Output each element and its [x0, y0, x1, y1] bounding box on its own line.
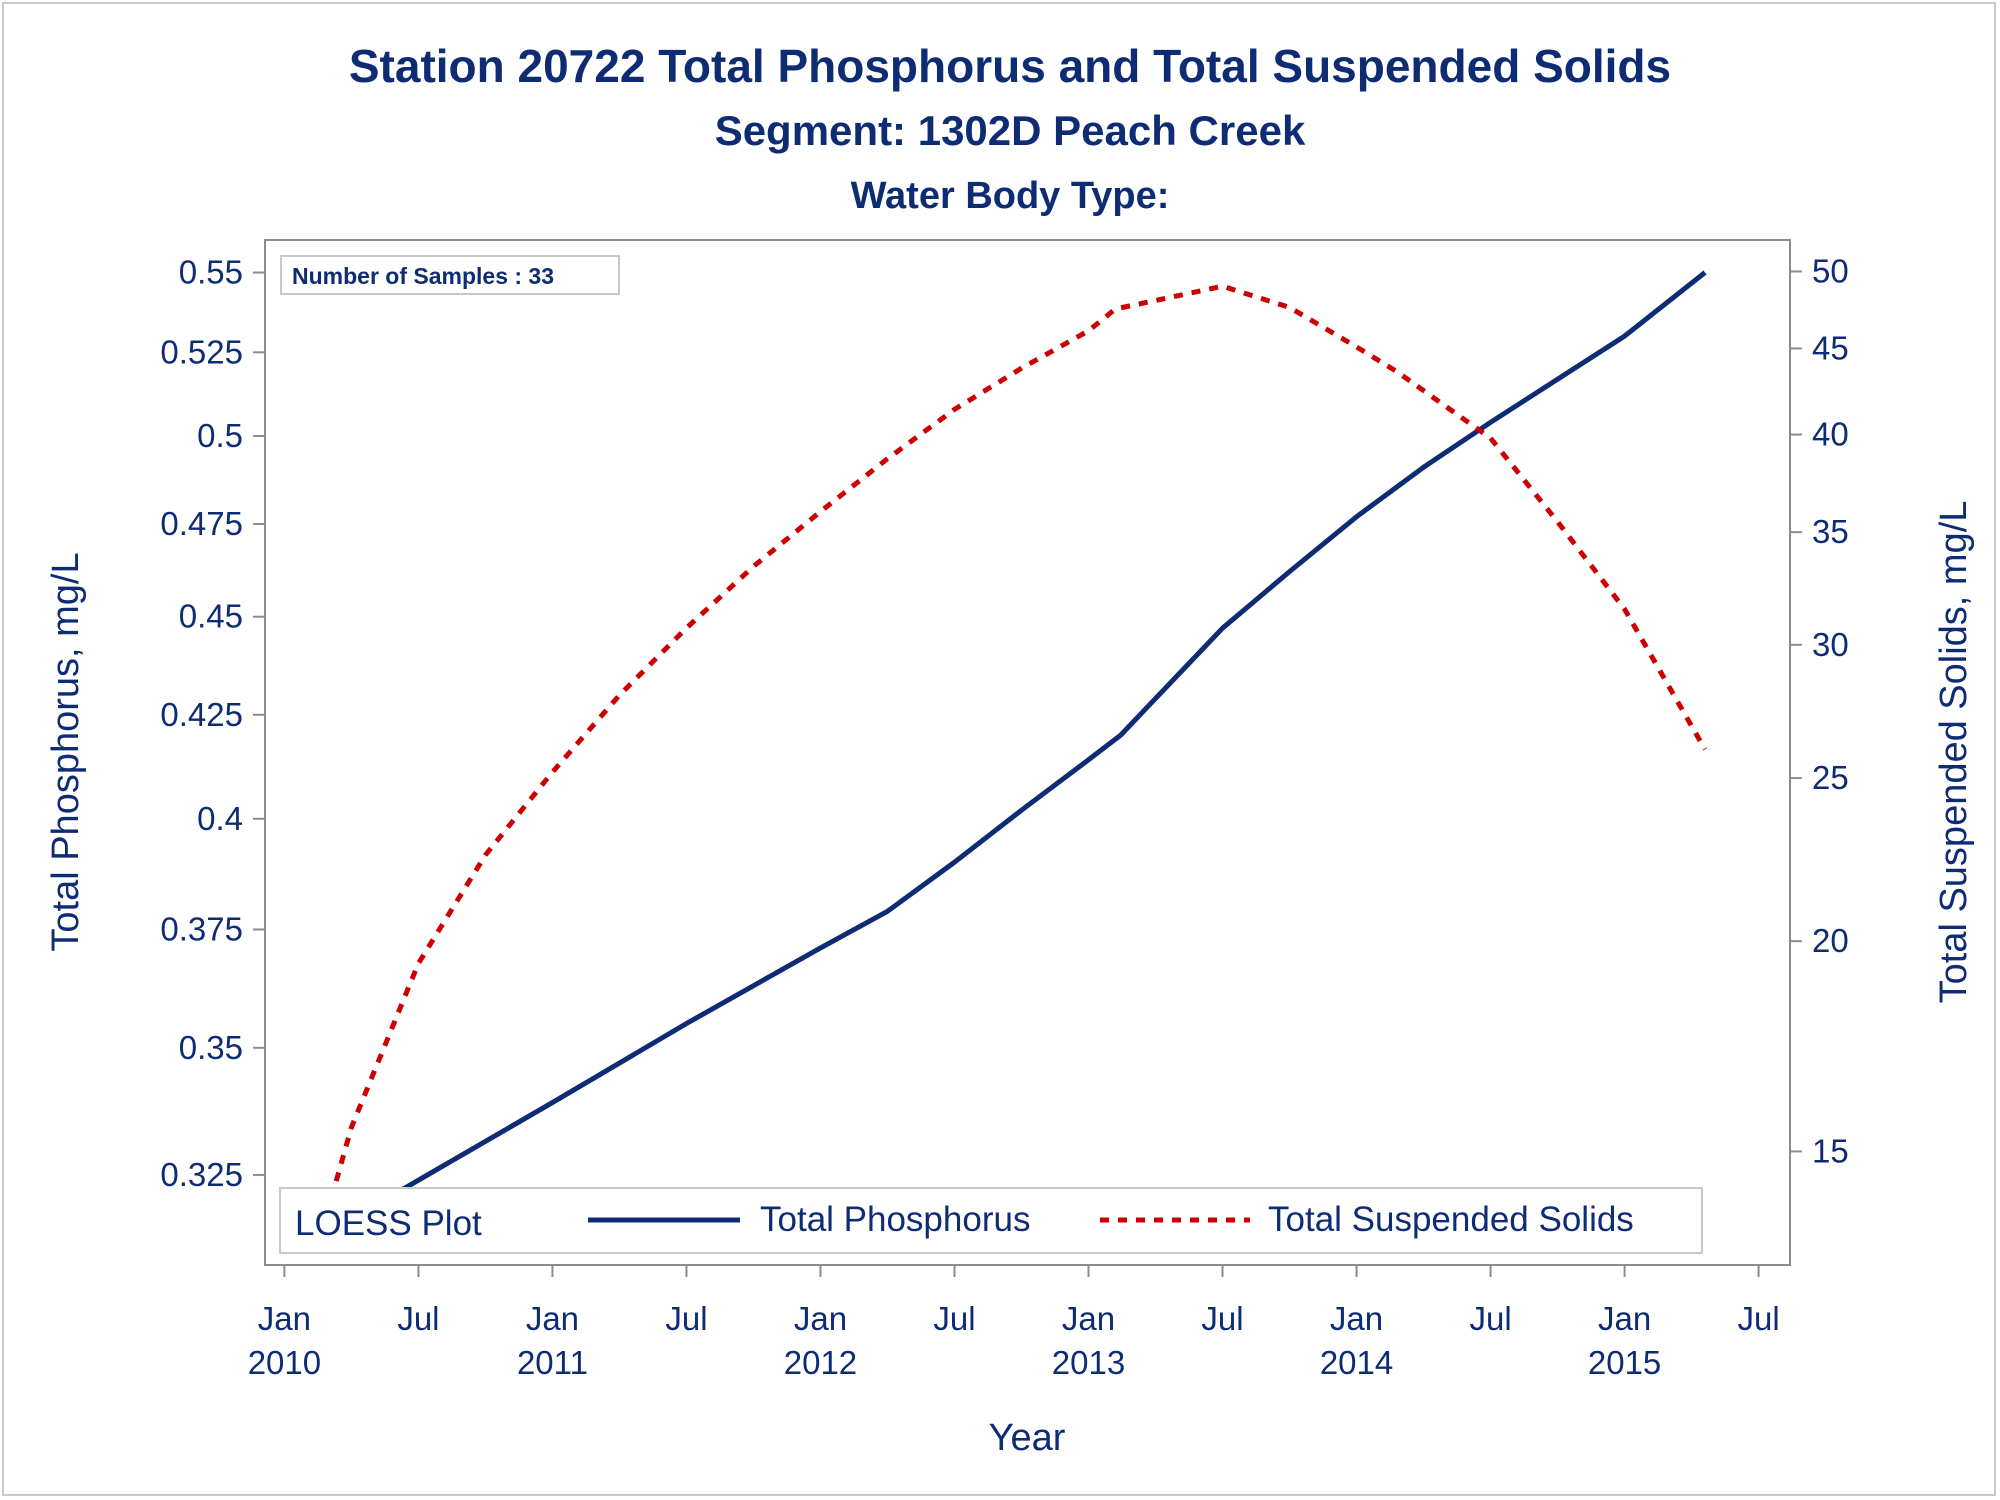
- samples-inset-box: [280, 255, 620, 295]
- y2-tick-label-4: 35: [1812, 513, 1849, 550]
- legend-title: LOESS Plot: [295, 1204, 482, 1243]
- x-tick-label-4: Jan: [794, 1300, 847, 1337]
- series-line-total-phosphorus: [315, 270, 1707, 1242]
- x-tick-year-6: 2013: [1052, 1344, 1125, 1381]
- samples-inset-text: Number of Samples : 33: [292, 263, 554, 289]
- samples-inset: Number of Samples : 33: [280, 255, 620, 295]
- y-axis-left: 0.325 0.35 0.375 0.4 0.425 0.45 0.475 0.5 0.525 0…: [160, 254, 265, 1193]
- x-tick-label-7: Jul: [1201, 1300, 1243, 1337]
- x-tick-label-10: Jan: [1598, 1300, 1651, 1337]
- chart-subtitle: Segment: 1302D Peach Creek: [715, 107, 1306, 154]
- y2-tick-label-2: 25: [1812, 759, 1849, 796]
- y2-tick-label-3: 30: [1812, 626, 1849, 663]
- y2-tick-label-1: 20: [1812, 922, 1849, 959]
- x-axis-label: Year: [989, 1417, 1066, 1459]
- y-tick-label-4: 0.425: [160, 696, 243, 733]
- chart-title: Station 20722 Total Phosphorus and Total…: [349, 40, 1671, 92]
- x-tick-year-8: 2014: [1320, 1344, 1393, 1381]
- y-tick-label-7: 0.5: [197, 417, 243, 454]
- y2-axis-label: Total Suspended Solids, mg/L: [1933, 501, 1975, 1004]
- legend-label-tss: Total Suspended Solids: [1268, 1200, 1634, 1239]
- x-tick-label-5: Jul: [933, 1300, 975, 1337]
- series-layer: [314, 270, 1708, 1252]
- x-tick-year-2: 2011: [517, 1344, 588, 1381]
- y-axis-label: Total Phosphorus, mg/L: [45, 552, 87, 951]
- plot-area: [264, 239, 1791, 1266]
- y-axis-right: 15 20 25 30 35 40 45 50: [1790, 252, 1849, 1169]
- y2-tick-label-0: 15: [1812, 1132, 1849, 1169]
- x-tick-label-0: Jan: [258, 1300, 311, 1337]
- x-tick-label-6: Jan: [1062, 1300, 1115, 1337]
- y-tick-label-3: 0.4: [197, 800, 243, 837]
- x-tick-year-0: 2010: [248, 1344, 321, 1381]
- y-tick-label-0: 0.325: [160, 1156, 243, 1193]
- x-tick-label-3: Jul: [665, 1300, 707, 1337]
- y2-tick-label-7: 50: [1812, 252, 1849, 289]
- y2-tick-label-6: 45: [1812, 329, 1849, 366]
- x-tick-label-11: Jul: [1738, 1300, 1780, 1337]
- legend: LOESS Plot Total Phosphorus Total Suspen…: [279, 1187, 1703, 1254]
- chart-subtitle-2: Water Body Type:: [851, 175, 1170, 217]
- legend-label-phosphorus: Total Phosphorus: [760, 1200, 1030, 1239]
- x-tick-year-4: 2012: [784, 1344, 857, 1381]
- x-tick-label-9: Jul: [1469, 1300, 1511, 1337]
- x-tick-label-2: Jan: [526, 1300, 579, 1337]
- x-axis: Jan 2010 Jul Jan 2011 Jul Jan 2012 Jul Jan 2013 Jul…: [248, 1265, 1780, 1381]
- series-line-total-suspended-solids: [314, 283, 1708, 1252]
- legend-box: [279, 1187, 1703, 1254]
- x-tick-label-8: Jan: [1330, 1300, 1383, 1337]
- x-tick-year-10: 2015: [1588, 1344, 1661, 1381]
- y-tick-label-9: 0.55: [179, 254, 243, 291]
- y2-tick-label-5: 40: [1812, 416, 1849, 453]
- y-tick-label-2: 0.375: [160, 910, 243, 947]
- y-tick-label-6: 0.475: [160, 505, 243, 542]
- x-tick-label-1: Jul: [397, 1300, 439, 1337]
- y-tick-label-1: 0.35: [179, 1029, 243, 1066]
- y-tick-label-8: 0.525: [160, 333, 243, 370]
- y-tick-label-5: 0.45: [179, 598, 243, 635]
